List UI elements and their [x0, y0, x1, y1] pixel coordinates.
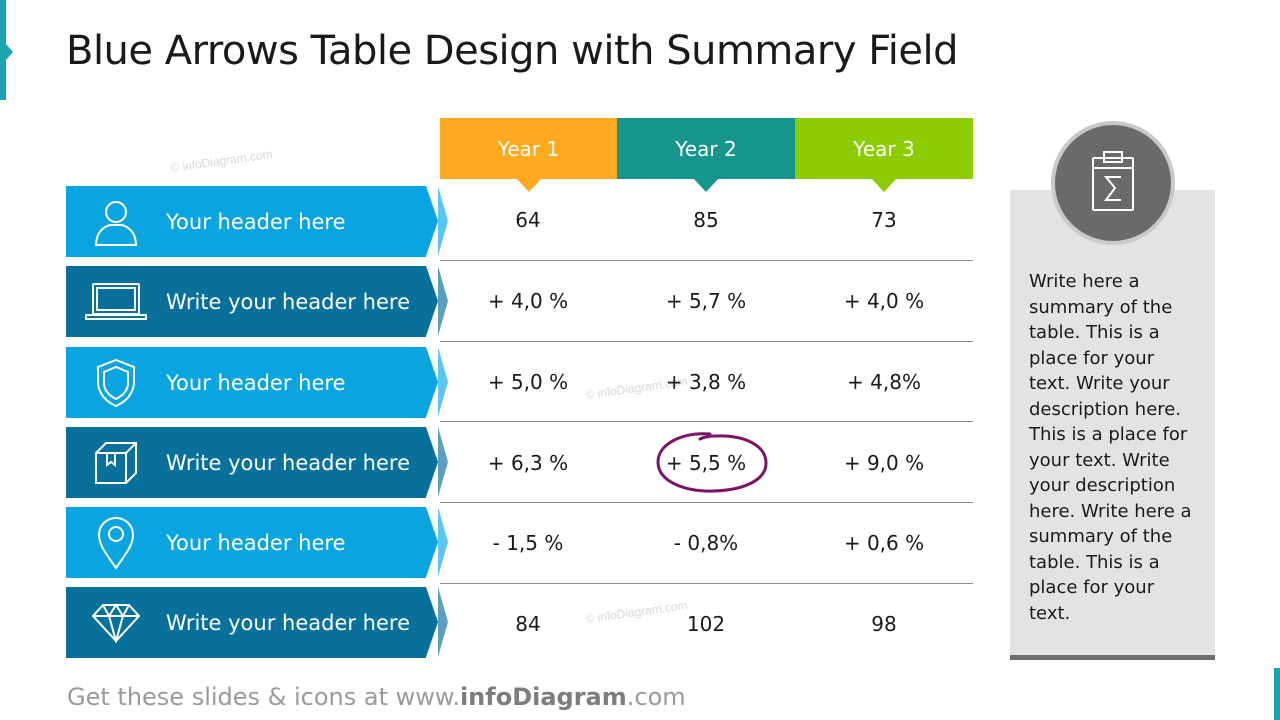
row-label-1: Your header here [166, 209, 346, 234]
year-3-label: Year 3 [853, 136, 915, 161]
table-cell: - 1,5 % [492, 531, 564, 555]
row-header-4: Write your header here [66, 427, 448, 498]
slide-title: Blue Arrows Table Design with Summary Fi… [66, 28, 959, 74]
year-2-label: Year 2 [675, 136, 737, 161]
table-cell-highlighted: + 5,5 % [665, 451, 747, 475]
table-cell: 64 [515, 208, 541, 232]
table-cell: 85 [693, 208, 719, 232]
box-icon [66, 427, 166, 498]
row-divider [440, 341, 973, 342]
summary-panel [1010, 190, 1215, 660]
row-header-6: Write your header here [66, 587, 448, 658]
footer-prefix: Get these slides & icons at www. [67, 683, 460, 711]
row-divider [440, 502, 973, 503]
highlight-circle-mark [656, 432, 768, 493]
table-cell: 84 [515, 612, 541, 636]
right-accent-bar [1274, 668, 1280, 720]
row-header-1: Your header here [66, 186, 448, 257]
watermark: © infoDiagram.com [169, 146, 274, 176]
summary-badge [1051, 121, 1175, 245]
year-2-header: Year 2 [617, 118, 795, 192]
row-divider [440, 421, 973, 422]
year-1-header: Year 1 [440, 118, 617, 192]
year-3-pointer [871, 178, 897, 192]
table-cell: 102 [686, 612, 726, 636]
row-divider [440, 583, 973, 584]
table-cell: 73 [871, 208, 897, 232]
clipboard-sum-icon [1090, 150, 1136, 217]
left-accent-bar [0, 0, 6, 100]
table-cell: - 0,8% [673, 531, 739, 555]
shield-icon [66, 347, 166, 418]
year-2-pointer [693, 178, 719, 192]
table-cell: + 5,0 % [487, 370, 569, 394]
footer-brand: infoDiagram [459, 683, 627, 711]
table-cell: + 0,6 % [843, 531, 925, 555]
laptop-icon [66, 266, 166, 337]
footer-credit: Get these slides & icons at www.infoDiag… [67, 683, 686, 711]
row-label-3: Your header here [166, 370, 346, 395]
row-label-4: Write your header here [166, 450, 410, 475]
table-cell: 98 [871, 612, 897, 636]
row-header-5: Your header here [66, 507, 448, 578]
table-cell: + 4,0 % [487, 289, 569, 313]
footer-suffix: .com [626, 683, 686, 711]
table-cell: + 5,7 % [665, 289, 747, 313]
table-cell: + 9,0 % [843, 451, 925, 475]
location-pin-icon [66, 507, 166, 578]
summary-text: Write here a summary of the table. This … [1029, 271, 1192, 624]
year-1-label: Year 1 [497, 136, 560, 161]
diamond-icon [66, 587, 166, 658]
row-label-6: Write your header here [166, 610, 410, 635]
person-icon [66, 186, 166, 257]
table-cell: + 4,0 % [843, 289, 925, 313]
row-label-5: Your header here [166, 530, 346, 555]
row-header-3: Your header here [66, 347, 448, 418]
row-label-2: Write your header here [166, 289, 410, 314]
left-accent-notch [6, 44, 13, 60]
row-header-2: Write your header here [66, 266, 448, 337]
year-3-header: Year 3 [795, 118, 973, 192]
table-cell: + 4,8% [847, 370, 921, 394]
table-cell: + 3,8 % [665, 370, 747, 394]
year-1-pointer [515, 178, 542, 192]
row-divider [440, 260, 973, 261]
table-cell: + 6,3 % [487, 451, 569, 475]
